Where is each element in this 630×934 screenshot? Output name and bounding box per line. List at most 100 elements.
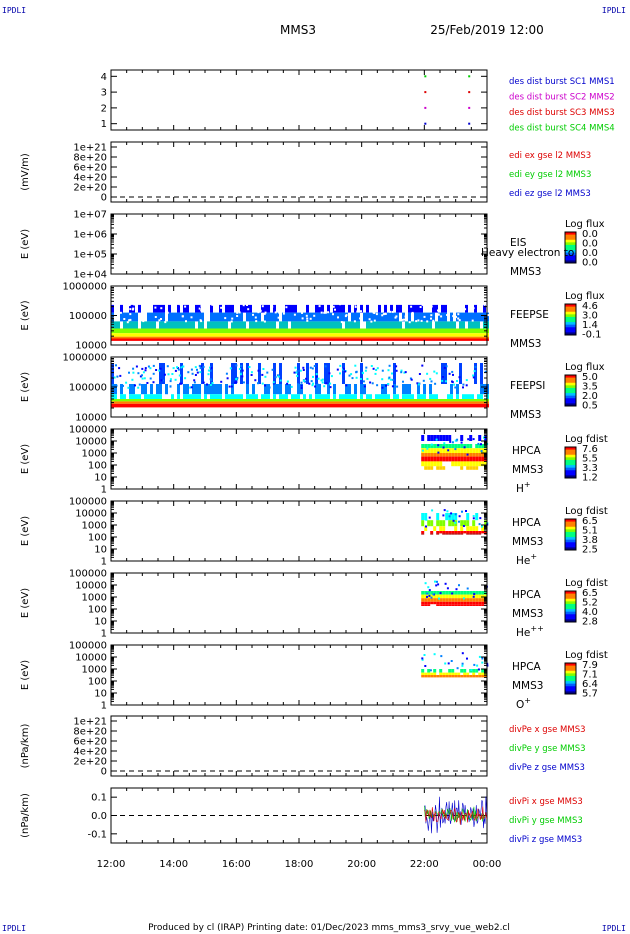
heatmap-cell: [303, 338, 306, 341]
heatmap-cell: [436, 520, 440, 527]
y-tick-label: 100000: [69, 497, 107, 508]
heatmap-cell: [186, 401, 189, 404]
heatmap-cell: [384, 336, 387, 339]
heatmap-cell: [327, 399, 330, 402]
heatmap-cell: [475, 513, 479, 521]
heatmap-cell: [220, 380, 223, 383]
heatmap-cell: [426, 447, 429, 450]
heatmap-cell: [475, 533, 479, 535]
heatmap-cell: [478, 444, 482, 449]
heatmap-cell: [276, 403, 279, 408]
heatmap-cell: [459, 333, 462, 337]
heatmap-cell: [410, 305, 413, 308]
heatmap-cell: [240, 338, 243, 341]
heatmap-cell: [189, 401, 192, 404]
heatmap-cell: [126, 328, 129, 334]
heatmap-cell: [297, 338, 300, 341]
heatmap-cell: [236, 315, 239, 317]
heatmap-cell: [123, 399, 126, 402]
heatmap-cell: [481, 299, 484, 302]
heatmap-cell: [456, 384, 459, 395]
heatmap-cell: [378, 312, 381, 322]
heatmap-cell: [348, 321, 351, 329]
heatmap-cell: [396, 333, 399, 337]
heatmap-cell: [481, 461, 485, 467]
heatmap-cell: [351, 403, 354, 408]
heatmap-cell: [309, 312, 312, 322]
colorbar-frame: [564, 303, 577, 336]
heatmap-cell: [458, 319, 461, 322]
heatmap-cell: [348, 333, 351, 337]
heatmap-cell: [366, 394, 369, 399]
heatmap-cell: [261, 305, 264, 308]
heatmap-cell: [249, 304, 252, 313]
heatmap-cell: [484, 448, 488, 453]
heatmap-cell: [421, 658, 424, 661]
heatmap-cell: [210, 321, 213, 329]
heatmap-cell: [442, 594, 446, 599]
heatmap-cell: [483, 304, 486, 313]
heatmap-cell: [246, 328, 249, 334]
heatmap-cell: [453, 383, 456, 386]
heatmap-cell: [429, 336, 432, 339]
y-tick-label: 1: [101, 701, 107, 712]
heatmap-cell: [481, 453, 485, 457]
heatmap-cell: [447, 321, 450, 329]
heatmap-cell: [399, 399, 402, 402]
heatmap-cell: [454, 448, 458, 453]
heatmap-cell: [339, 401, 342, 404]
heatmap-cell: [408, 321, 411, 324]
heatmap-cell: [363, 401, 366, 404]
heatmap-cell: [216, 338, 219, 341]
heatmap-cell: [472, 520, 476, 527]
heatmap-cell: [426, 372, 429, 375]
heatmap-cell: [342, 401, 345, 404]
heatmap-cell: [483, 403, 486, 408]
heatmap-cell: [138, 399, 141, 402]
heatmap-cell: [315, 401, 318, 404]
heatmap-cell: [168, 401, 171, 404]
heatmap-cell: [276, 338, 279, 341]
heatmap-cell: [439, 526, 443, 531]
heatmap-cell: [313, 298, 316, 301]
heatmap-cell: [441, 328, 444, 334]
heatmap-cell: [120, 338, 123, 341]
heatmap-cell: [421, 672, 425, 675]
heatmap-cell: [149, 367, 152, 370]
heatmap-cell: [242, 304, 245, 307]
heatmap-cell: [402, 312, 405, 322]
heatmap-cell: [370, 365, 373, 367]
heatmap-cell: [342, 336, 345, 339]
heatmap-cell: [120, 333, 123, 337]
heatmap-cell: [126, 399, 129, 402]
heatmap-cell: [194, 366, 197, 369]
colorbar-segment: [565, 252, 576, 256]
colorbar-tick-label: 0.0: [582, 239, 598, 250]
heatmap-cell: [354, 321, 357, 329]
heatmap-cell: [369, 309, 372, 312]
colorbar-segment: [565, 247, 576, 251]
heatmap-cell: [225, 312, 228, 322]
heatmap-cell: [337, 316, 339, 319]
heatmap-cell: [168, 312, 171, 322]
colorbar-title: Log flux: [565, 219, 605, 230]
y-tick-label: 1000: [82, 449, 107, 460]
heatmap-cell: [222, 401, 225, 404]
heatmap-cell: [279, 379, 282, 382]
heatmap-cell: [159, 403, 162, 408]
heatmap-cell: [384, 338, 387, 341]
heatmap-cell: [180, 321, 183, 329]
heatmap-cell: [436, 591, 440, 595]
heatmap-cell: [405, 403, 408, 408]
heatmap-cell: [162, 333, 165, 337]
heatmap-cell: [344, 315, 347, 318]
heatmap-cell: [428, 589, 431, 592]
heatmap-cell: [371, 382, 374, 385]
heatmap-cell: [216, 333, 219, 337]
heatmap-cell: [264, 321, 267, 329]
heatmap-cell: [216, 321, 219, 329]
heatmap-cell: [279, 328, 282, 334]
heatmap-cell: [243, 321, 246, 329]
